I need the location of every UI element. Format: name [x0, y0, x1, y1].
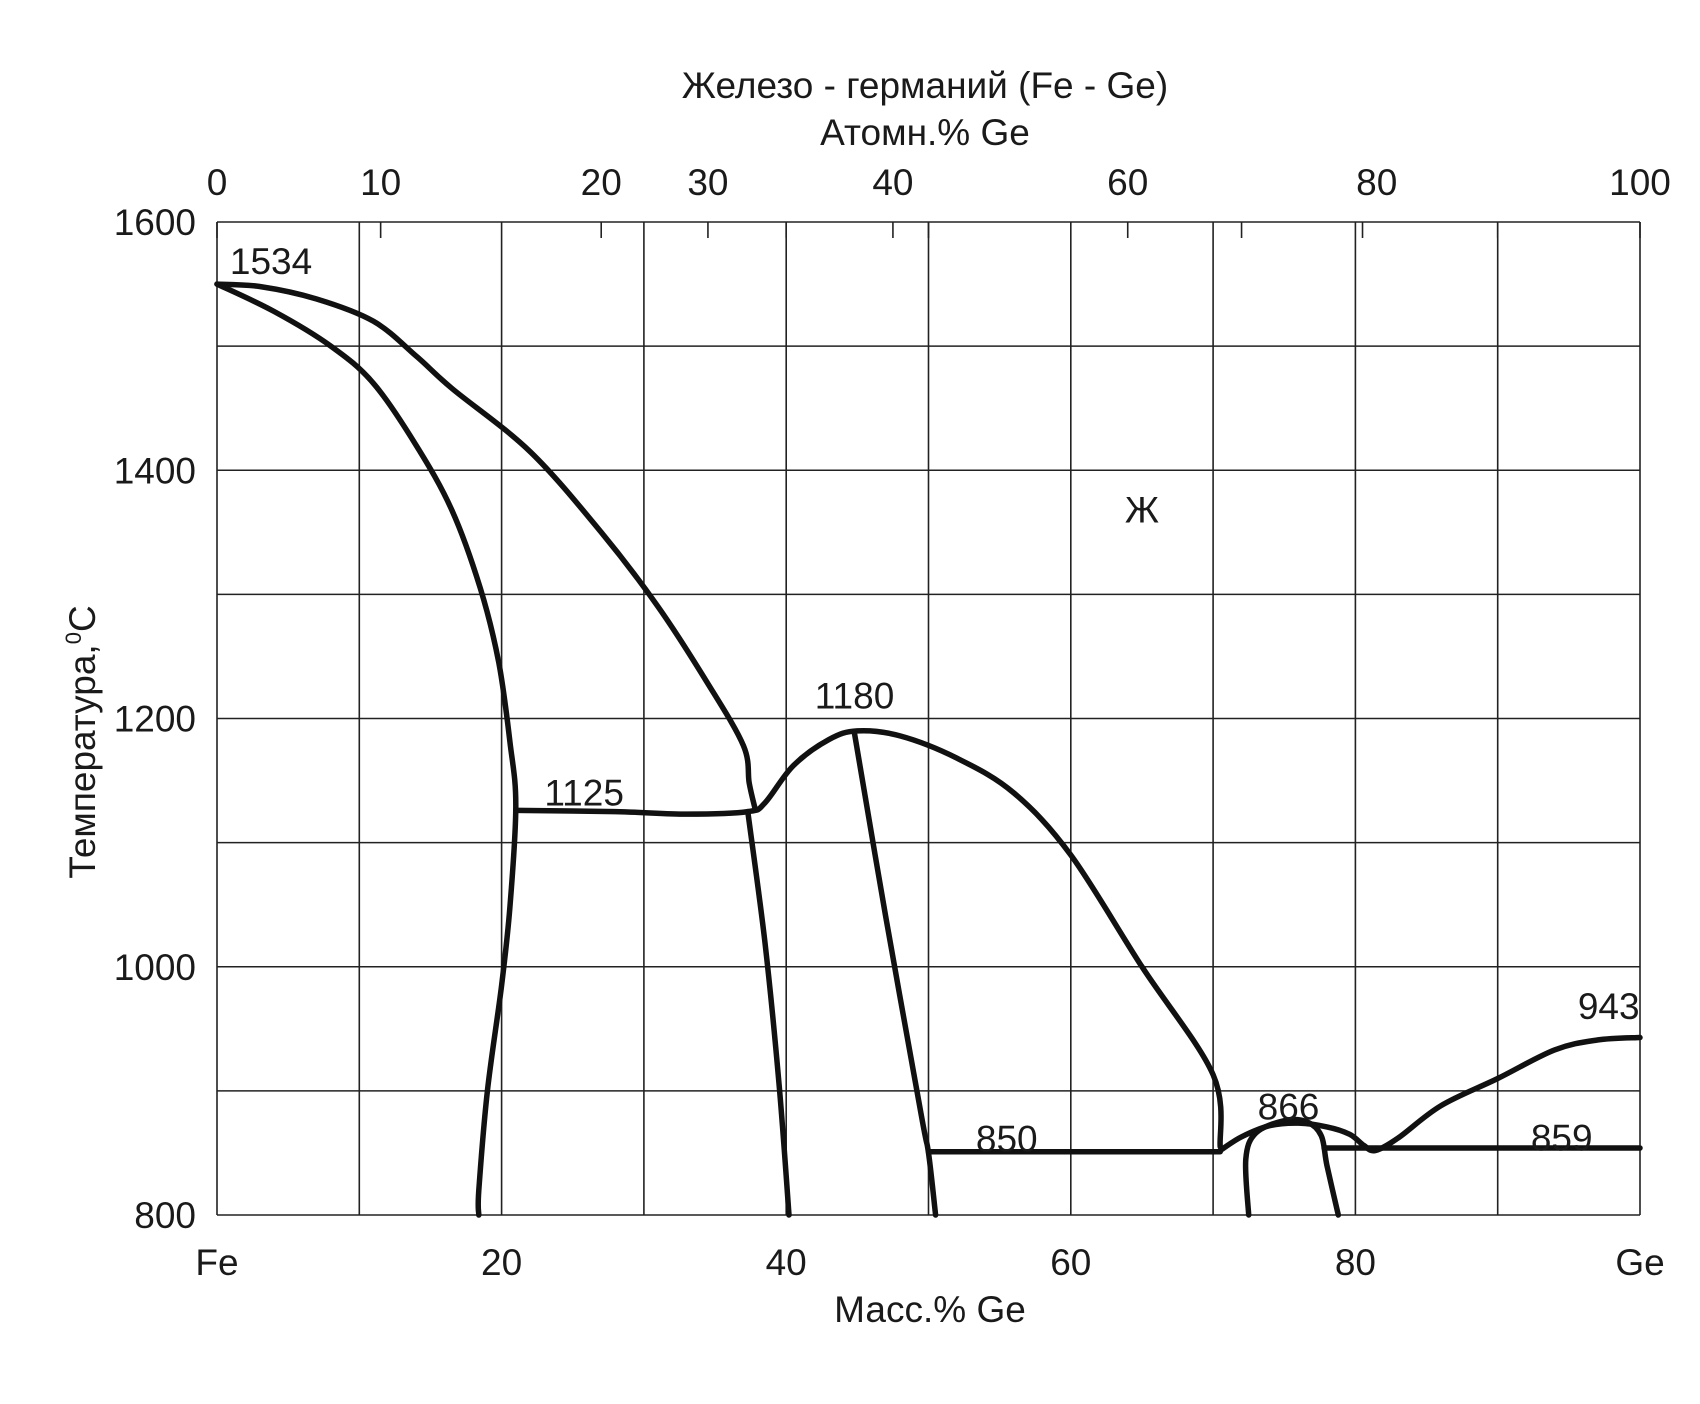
top-tick-label: 0 [207, 162, 228, 203]
y-axis-label-main: Температура, [62, 644, 103, 878]
x-tick-label: 80 [1335, 1242, 1376, 1283]
top-tick-label: 20 [581, 162, 622, 203]
top-tick-label: 40 [872, 162, 913, 203]
y-tick-label: 1200 [114, 699, 196, 740]
x-tick-label: Ge [1615, 1242, 1664, 1283]
phase-boundary-line [851, 730, 939, 1218]
x-tick-label: Fe [195, 1242, 238, 1283]
top-tick-label: 30 [687, 162, 728, 203]
y-tick-label: 1400 [114, 450, 196, 491]
x-axis-label: Масс.% Ge [834, 1289, 1026, 1330]
x-tick-label: 40 [766, 1242, 807, 1283]
annotation-label: 866 [1258, 1086, 1320, 1127]
chart-subtitle: Атомн.% Ge [820, 112, 1030, 153]
annotations: 1534 1125 1180 Ж 850 866 859 943 [230, 241, 1640, 1160]
y-tick-label: 1000 [114, 947, 196, 988]
annotation-label: 1180 [815, 676, 895, 717]
top-axis-ticks [216, 222, 1641, 238]
phase-boundaries [214, 281, 1643, 1218]
phase-boundary-line [1242, 1116, 1342, 1218]
tick-labels: Fe 20 40 60 80 Ge 800 1000 1200 1400 1600 0 10 20 30 40… [114, 162, 1671, 1283]
grid [216, 221, 1641, 1216]
annotation-label: 859 [1531, 1117, 1593, 1158]
y-axis-label-sup: 0 [61, 632, 86, 644]
annotation-label: 850 [976, 1119, 1038, 1160]
chart-title: Железо - германий (Fe - Ge) [682, 65, 1168, 106]
annotation-label: Ж [1125, 489, 1159, 530]
top-tick-label: 10 [360, 162, 401, 203]
y-axis-label-unit: C [62, 605, 103, 632]
y-tick-label: 1600 [114, 202, 196, 243]
top-tick-label: 60 [1107, 162, 1148, 203]
annotation-label: 1125 [544, 772, 624, 813]
phase-boundary-line [513, 728, 1224, 1150]
x-tick-label: 20 [481, 1242, 522, 1283]
y-tick-label: 800 [134, 1195, 196, 1236]
top-tick-label: 80 [1356, 162, 1397, 203]
phase-boundary-line [214, 281, 758, 811]
y-axis-label: Температура,0C [61, 605, 103, 878]
phase-boundary-line [214, 281, 519, 1218]
x-tick-label: 60 [1050, 1242, 1091, 1283]
top-tick-label: 100 [1609, 162, 1671, 203]
annotation-label: 943 [1578, 986, 1640, 1027]
annotation-label: 1534 [230, 241, 312, 282]
phase-boundary-line [745, 808, 792, 1218]
